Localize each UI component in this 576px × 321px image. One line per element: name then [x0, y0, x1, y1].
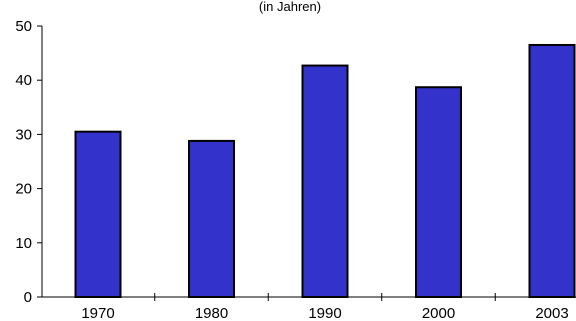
y-tick-label: 30 — [15, 126, 32, 143]
chart-subtitle: (in Jahren) — [259, 0, 321, 14]
y-tick-label: 20 — [15, 181, 32, 198]
bar-1970 — [74, 130, 122, 298]
y-tick-label: 10 — [15, 235, 32, 252]
x-tick-label: 1980 — [195, 305, 228, 321]
bars-group — [74, 43, 576, 299]
x-axis-ticks: 1970 1980 1990 2000 2003 — [81, 293, 569, 321]
x-tick-label: 2003 — [535, 305, 568, 321]
bar-1980 — [188, 139, 235, 298]
x-tick-label: 1990 — [308, 305, 341, 321]
bar-2003 — [528, 43, 576, 298]
bar-2000 — [415, 86, 462, 298]
bar-1990 — [301, 64, 349, 299]
y-tick-label: 40 — [15, 72, 32, 89]
y-tick-label: 50 — [15, 18, 32, 35]
axes-group — [41, 26, 576, 298]
y-axis-ticks: 0 10 20 30 40 50 — [15, 18, 42, 306]
x-tick-label: 2000 — [422, 305, 455, 321]
y-tick-label: 0 — [24, 289, 32, 306]
x-tick-label: 1970 — [81, 305, 114, 321]
